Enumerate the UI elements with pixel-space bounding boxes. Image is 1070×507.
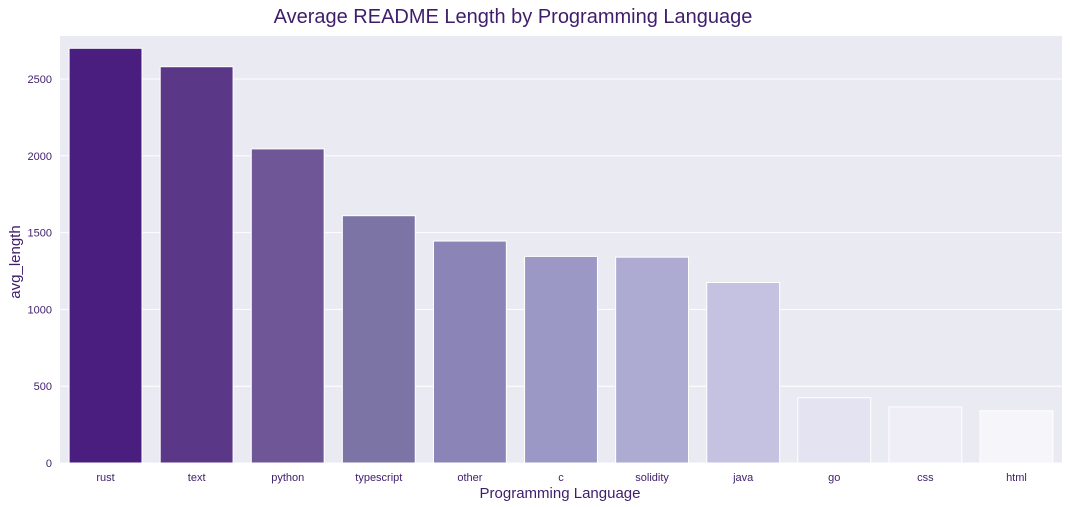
bar-typescript [341, 215, 416, 464]
bar-c [524, 255, 598, 464]
y-tick-label: 2000 [28, 151, 52, 163]
y-tick-label: 2500 [28, 74, 52, 86]
x-tick-label: java [732, 472, 754, 484]
x-tick-label: typescript [355, 472, 402, 484]
bars [68, 47, 1054, 464]
x-tick-label: rust [96, 472, 114, 484]
bar-rust [68, 47, 143, 464]
y-axis-label: avg_length [7, 225, 24, 298]
x-axis-ticks: rust text python typescript other c solidity ja… [96, 472, 1026, 484]
bar-html [979, 410, 1054, 464]
y-tick-label: 1500 [28, 228, 52, 240]
y-tick-label: 500 [34, 381, 52, 393]
x-axis-label: Programming Language [480, 485, 641, 502]
y-tick-label: 0 [46, 458, 52, 470]
x-tick-label: c [558, 472, 564, 484]
y-tick-label: 1000 [28, 304, 52, 316]
bar-python [250, 148, 325, 464]
bar-solidity [615, 256, 690, 464]
bar-css [888, 406, 963, 464]
x-tick-label: text [188, 472, 206, 484]
bar-text [159, 66, 234, 464]
bar-other [432, 240, 507, 464]
y-axis-ticks: 0 500 1000 1500 2000 2500 [28, 74, 52, 470]
x-tick-label: go [828, 472, 840, 484]
x-tick-label: css [917, 472, 934, 484]
x-tick-label: python [271, 472, 304, 484]
bar-go [797, 397, 872, 464]
chart-title: Average README Length by Programming Lan… [274, 6, 753, 28]
x-tick-label: html [1006, 472, 1027, 484]
x-tick-label: solidity [635, 472, 669, 484]
x-tick-label: other [457, 472, 482, 484]
bar-java [706, 282, 781, 464]
